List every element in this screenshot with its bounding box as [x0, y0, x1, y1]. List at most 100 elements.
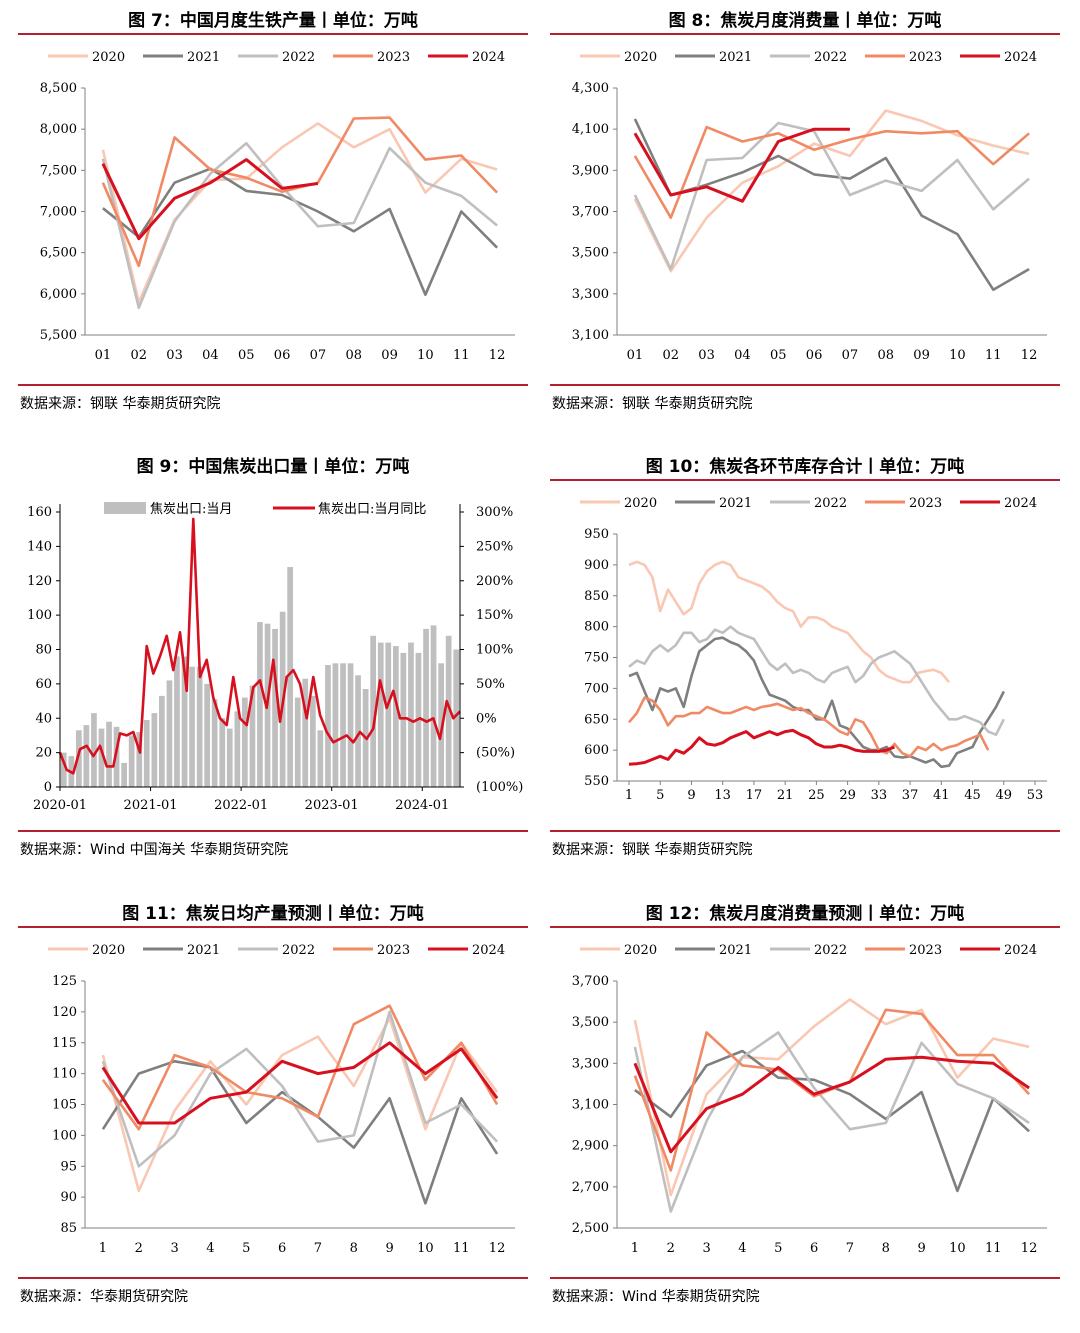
series-line-2023 [628, 696, 990, 758]
legend-label-2020: 2020 [92, 50, 125, 65]
x-tick-label: 5 [774, 1241, 782, 1256]
x-tick-label: 02 [662, 348, 679, 363]
y-tick-label: 3,300 [572, 287, 609, 302]
bar-export-volume [159, 695, 165, 787]
y-tick-label: 6,000 [40, 287, 77, 302]
title-rule [550, 926, 1060, 928]
bar-export-volume [408, 642, 414, 787]
bar-export-volume [355, 675, 361, 787]
x-tick-label: 12 [489, 1241, 506, 1256]
y-tick-label: 850 [584, 589, 609, 604]
y-tick-label-left: 140 [27, 539, 52, 554]
y-tick-label: 650 [584, 712, 609, 727]
x-tick-label: 5 [656, 788, 664, 803]
series-line-2023 [101, 116, 499, 268]
y-tick-label: 105 [52, 1098, 77, 1113]
legend-label-2023: 2023 [909, 50, 942, 65]
chart-title: 图 8：焦炭月度消费量丨单位：万吨 [668, 11, 942, 31]
series-line-2022 [628, 625, 1005, 736]
panel-coke-exports: 图 9：中国焦炭出口量丨单位：万吨 0 20 40 60 80 100 120 140 160 (… [18, 446, 528, 886]
data-source: 数据来源：钢联 华泰期货研究院 [552, 842, 753, 858]
y-tick-label: 6,500 [40, 246, 77, 261]
y-tick-label: 3,300 [572, 1056, 609, 1071]
legend-label-2024: 2024 [472, 50, 505, 65]
data-source: 数据来源：Wind 华泰期货研究院 [552, 1289, 760, 1305]
y-tick-label-left: 0 [44, 780, 52, 795]
series-line-2021 [633, 118, 1030, 291]
bar-export-volume [370, 635, 376, 788]
legend-label-bar: 焦炭出口:当月 [150, 502, 232, 517]
series-line-2020 [628, 560, 951, 684]
x-tick-label: 3 [170, 1241, 178, 1256]
legend-swatch-bar [104, 502, 146, 514]
data-source: 数据来源：华泰期货研究院 [20, 1289, 188, 1305]
source-rule [550, 1277, 1060, 1279]
bar-export-volume [393, 646, 399, 787]
bar-export-volume [76, 730, 82, 787]
legend-label-2020: 2020 [624, 50, 657, 65]
x-tick-label: 04 [734, 348, 751, 363]
series-line-2023 [101, 1004, 499, 1131]
y-tick-label: 750 [584, 651, 609, 666]
series-line-2020 [633, 998, 1030, 1197]
bar-export-volume [60, 752, 67, 787]
bar-export-volume [226, 728, 233, 787]
x-tick-label: 53 [1027, 788, 1044, 803]
title-rule [18, 926, 528, 928]
y-tick-label-right: (50%) [476, 746, 515, 761]
bar-export-volume [400, 652, 407, 787]
x-tick-label: 4 [206, 1241, 214, 1256]
x-tick-label: 25 [808, 788, 825, 803]
y-tick-label-right: (100%) [476, 780, 523, 795]
bar-export-volume [257, 622, 263, 787]
legend-label-2024: 2024 [472, 943, 505, 958]
bar-export-volume [83, 725, 90, 787]
x-tick-label: 9 [917, 1241, 925, 1256]
bar-export-volume [121, 762, 127, 787]
x-tick-label: 9 [385, 1241, 393, 1256]
series-line-2021 [634, 1049, 1030, 1193]
bar-export-volume [294, 697, 301, 787]
x-tick-label: 01 [95, 348, 112, 363]
x-tick-label: 8 [350, 1241, 358, 1256]
y-tick-label: 4,100 [572, 122, 609, 137]
x-tick-label: 11 [985, 1241, 1002, 1256]
x-tick-label: 04 [202, 348, 219, 363]
y-tick-label: 125 [52, 974, 77, 989]
chart-title: 图 10：焦炭各环节库存合计丨单位：万吨 [645, 457, 965, 477]
bar-export-volume [242, 697, 248, 787]
y-tick-label: 3,700 [572, 205, 609, 220]
source-rule [550, 384, 1060, 386]
source-rule [18, 384, 528, 386]
y-tick-label: 5,500 [40, 328, 77, 343]
x-tick-label: 09 [381, 348, 398, 363]
bar-export-volume [143, 720, 150, 787]
title-rule [550, 479, 1060, 481]
panel-pig-iron-output: 图 7：中国月度生铁产量丨单位：万吨 2020 2021 2022 2023 2024 5… [18, 0, 528, 440]
x-tick-label: 03 [698, 348, 715, 363]
y-tick-label-left: 20 [35, 746, 52, 761]
series-line-2022 [101, 1010, 499, 1168]
bar-export-volume [272, 628, 278, 787]
bar-export-volume [151, 713, 158, 787]
bar-export-volume [453, 649, 460, 787]
legend-label-2022: 2022 [282, 50, 315, 65]
legend-label-2021: 2021 [187, 943, 220, 958]
title-rule [18, 33, 528, 35]
x-tick-label: 9 [687, 788, 695, 803]
bar-export-volume [385, 642, 392, 787]
chart-pig-iron-output: 2020 2021 2022 2023 2024 5,500 6,000 6,500 7,000… [40, 50, 515, 363]
x-tick-label: 41 [933, 788, 950, 803]
y-tick-label-left: 60 [35, 677, 52, 692]
x-tick-label: 33 [871, 788, 888, 803]
y-tick-label: 3,500 [572, 246, 609, 261]
series-line-2022 [101, 141, 498, 310]
bar-export-volume [340, 663, 346, 788]
x-tick-label: 07 [310, 348, 327, 363]
x-tick-label: 08 [877, 348, 894, 363]
bar-export-volume [174, 656, 180, 787]
legend-label-2021: 2021 [187, 50, 220, 65]
legend-label-2023: 2023 [909, 496, 942, 511]
y-tick-label: 600 [584, 743, 609, 758]
y-tick-label: 95 [60, 1159, 77, 1174]
